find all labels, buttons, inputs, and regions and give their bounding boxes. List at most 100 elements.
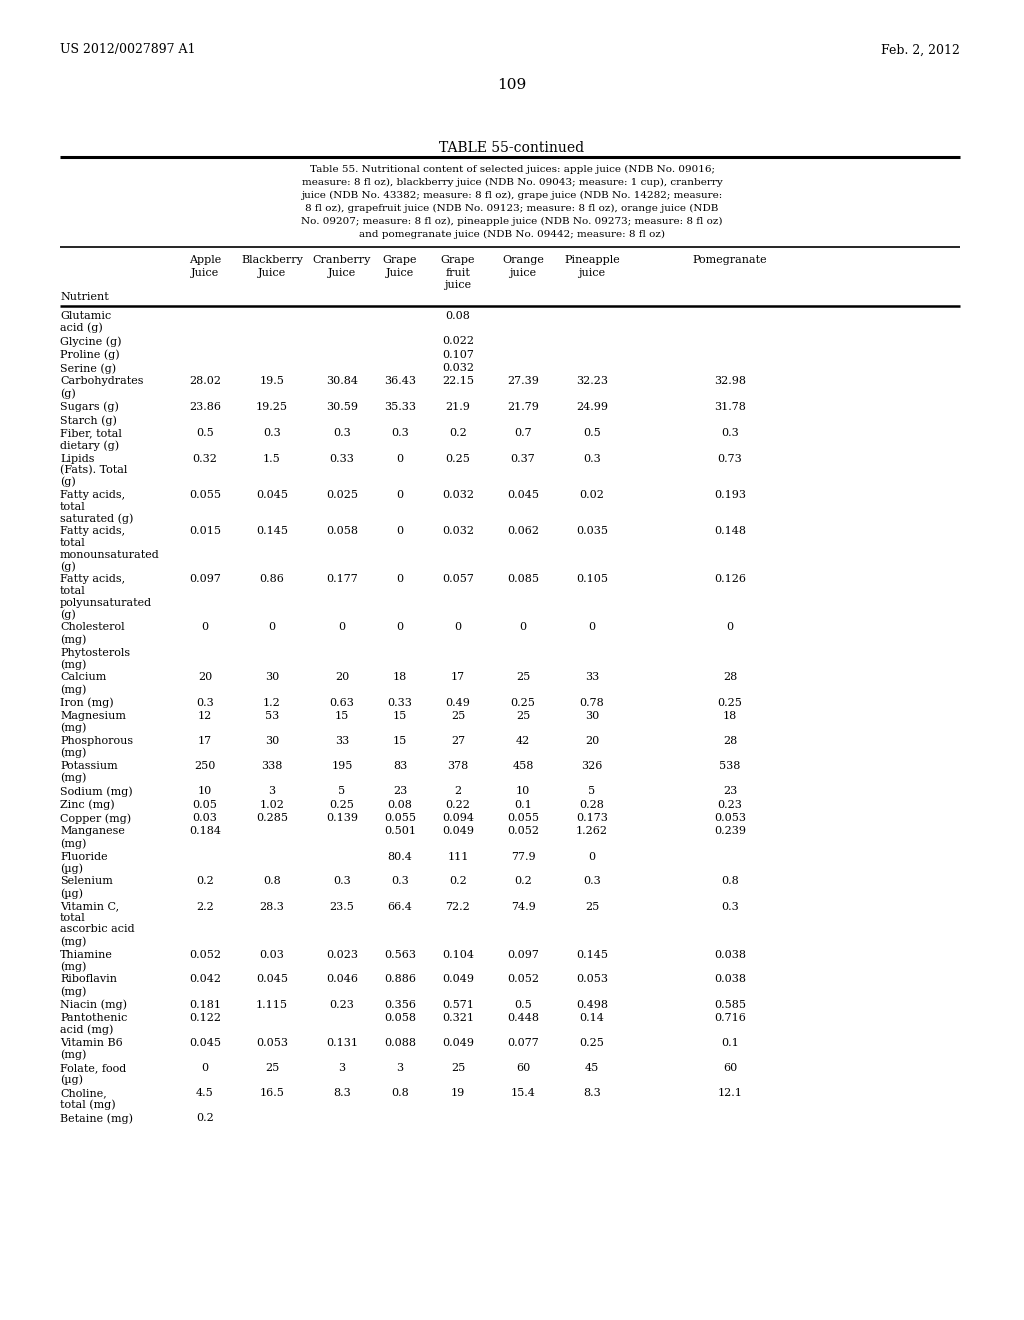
- Text: 0.3: 0.3: [333, 429, 351, 438]
- Text: Selenium: Selenium: [60, 876, 113, 887]
- Text: 0.032: 0.032: [442, 363, 474, 374]
- Text: 0.3: 0.3: [721, 902, 739, 912]
- Text: 0.052: 0.052: [507, 826, 539, 837]
- Text: 3: 3: [396, 1063, 403, 1073]
- Text: Fatty acids,: Fatty acids,: [60, 574, 125, 585]
- Text: (g): (g): [60, 477, 76, 487]
- Text: 15: 15: [335, 711, 349, 721]
- Text: 0.184: 0.184: [189, 826, 221, 837]
- Text: 10: 10: [198, 785, 212, 796]
- Text: 32.23: 32.23: [575, 376, 608, 387]
- Text: 0.285: 0.285: [256, 813, 288, 822]
- Text: 0.585: 0.585: [714, 999, 746, 1010]
- Text: 0.023: 0.023: [326, 949, 358, 960]
- Text: 77.9: 77.9: [511, 851, 536, 862]
- Text: Cranberry: Cranberry: [312, 255, 371, 265]
- Text: Lipids: Lipids: [60, 454, 94, 463]
- Text: 5: 5: [589, 785, 596, 796]
- Text: Calcium: Calcium: [60, 672, 106, 682]
- Text: 0.049: 0.049: [442, 1038, 474, 1048]
- Text: 23: 23: [723, 785, 737, 796]
- Text: 0.25: 0.25: [445, 454, 470, 463]
- Text: (mg): (mg): [60, 936, 86, 946]
- Text: US 2012/0027897 A1: US 2012/0027897 A1: [60, 44, 196, 57]
- Text: Fiber, total: Fiber, total: [60, 429, 122, 438]
- Text: Vitamin C,: Vitamin C,: [60, 902, 119, 912]
- Text: 3: 3: [268, 785, 275, 796]
- Text: Fatty acids,: Fatty acids,: [60, 490, 125, 500]
- Text: 0.032: 0.032: [442, 527, 474, 536]
- Text: 0.7: 0.7: [514, 429, 531, 438]
- Text: 16.5: 16.5: [259, 1088, 285, 1098]
- Text: 0.038: 0.038: [714, 974, 746, 985]
- Text: 0.042: 0.042: [189, 974, 221, 985]
- Text: 1.115: 1.115: [256, 999, 288, 1010]
- Text: 2: 2: [455, 785, 462, 796]
- Text: 0.2: 0.2: [197, 876, 214, 887]
- Text: 18: 18: [723, 711, 737, 721]
- Text: (µg): (µg): [60, 888, 83, 899]
- Text: 0: 0: [396, 574, 403, 585]
- Text: 0.321: 0.321: [442, 1012, 474, 1023]
- Text: (mg): (mg): [60, 961, 86, 972]
- Text: 0.448: 0.448: [507, 1012, 539, 1023]
- Text: 20: 20: [198, 672, 212, 682]
- Text: (mg): (mg): [60, 684, 86, 694]
- Text: (mg): (mg): [60, 1049, 86, 1060]
- Text: 21.79: 21.79: [507, 401, 539, 412]
- Text: 15: 15: [393, 737, 408, 746]
- Text: 0.193: 0.193: [714, 490, 746, 500]
- Text: 0.37: 0.37: [511, 454, 536, 463]
- Text: 0.8: 0.8: [391, 1088, 409, 1098]
- Text: 0.716: 0.716: [714, 1012, 745, 1023]
- Text: 0.088: 0.088: [384, 1038, 416, 1048]
- Text: 0.3: 0.3: [333, 876, 351, 887]
- Text: 74.9: 74.9: [511, 902, 536, 912]
- Text: 0.055: 0.055: [189, 490, 221, 500]
- Text: total: total: [60, 502, 86, 511]
- Text: 0.05: 0.05: [193, 800, 217, 809]
- Text: total: total: [60, 539, 86, 548]
- Text: 0.2: 0.2: [450, 876, 467, 887]
- Text: 1.02: 1.02: [259, 800, 285, 809]
- Text: total: total: [60, 913, 86, 923]
- Text: 250: 250: [195, 762, 216, 771]
- Text: 0.03: 0.03: [259, 949, 285, 960]
- Text: Potassium: Potassium: [60, 762, 118, 771]
- Text: 538: 538: [719, 762, 740, 771]
- Text: 23.5: 23.5: [330, 902, 354, 912]
- Text: (µg): (µg): [60, 863, 83, 874]
- Text: 0.097: 0.097: [189, 574, 221, 585]
- Text: 0.122: 0.122: [189, 1012, 221, 1023]
- Text: polyunsaturated: polyunsaturated: [60, 598, 153, 607]
- Text: 458: 458: [512, 762, 534, 771]
- Text: 0.3: 0.3: [197, 697, 214, 708]
- Text: 0.085: 0.085: [507, 574, 539, 585]
- Text: 23.86: 23.86: [189, 401, 221, 412]
- Text: 17: 17: [451, 672, 465, 682]
- Text: Juice: Juice: [258, 268, 286, 277]
- Text: Apple: Apple: [188, 255, 221, 265]
- Text: 0.25: 0.25: [511, 697, 536, 708]
- Text: 0.1: 0.1: [721, 1038, 739, 1048]
- Text: 83: 83: [393, 762, 408, 771]
- Text: 19.25: 19.25: [256, 401, 288, 412]
- Text: 0.49: 0.49: [445, 697, 470, 708]
- Text: Iron (mg): Iron (mg): [60, 697, 114, 708]
- Text: 111: 111: [447, 851, 469, 862]
- Text: 0.055: 0.055: [507, 813, 539, 822]
- Text: 0.3: 0.3: [391, 429, 409, 438]
- Text: 0.886: 0.886: [384, 974, 416, 985]
- Text: 20: 20: [585, 737, 599, 746]
- Text: 20: 20: [335, 672, 349, 682]
- Text: 21.9: 21.9: [445, 401, 470, 412]
- Text: 0: 0: [589, 851, 596, 862]
- Text: 35.33: 35.33: [384, 401, 416, 412]
- Text: 0.3: 0.3: [583, 454, 601, 463]
- Text: 0.177: 0.177: [326, 574, 357, 585]
- Text: (Fats). Total: (Fats). Total: [60, 465, 127, 475]
- Text: 72.2: 72.2: [445, 902, 470, 912]
- Text: 0.25: 0.25: [330, 800, 354, 809]
- Text: 0.86: 0.86: [259, 574, 285, 585]
- Text: 0.08: 0.08: [445, 312, 470, 321]
